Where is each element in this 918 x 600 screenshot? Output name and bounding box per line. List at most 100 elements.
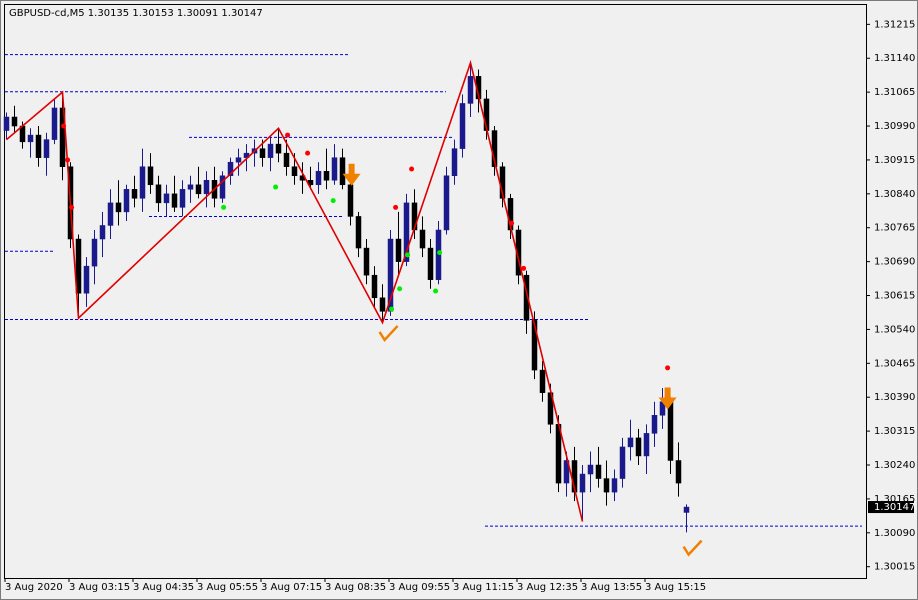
candle-body bbox=[635, 437, 642, 457]
candle-body bbox=[427, 247, 434, 280]
y-tick-label: 1.30015 bbox=[874, 562, 915, 573]
sell-dot bbox=[69, 204, 75, 210]
candle-body bbox=[523, 274, 530, 321]
y-tick-label: 1.30540 bbox=[874, 324, 915, 335]
candle-body bbox=[115, 202, 122, 213]
candle-body bbox=[339, 157, 346, 186]
y-tick-label: 1.30615 bbox=[874, 291, 915, 302]
candle-body bbox=[51, 107, 58, 140]
y-tick-label: 1.30090 bbox=[874, 528, 915, 539]
candle-body bbox=[451, 148, 458, 176]
buy-dot bbox=[221, 204, 227, 210]
down-arrow bbox=[342, 163, 361, 186]
candle-body bbox=[203, 180, 210, 195]
candle-body bbox=[363, 247, 370, 276]
candle-body bbox=[603, 478, 610, 493]
candle-body bbox=[539, 369, 546, 393]
sell-dot bbox=[509, 220, 515, 226]
candle-body bbox=[403, 202, 410, 262]
check-mark bbox=[682, 539, 703, 557]
candle-body bbox=[123, 189, 130, 213]
candle-body bbox=[443, 175, 450, 231]
buy-dot bbox=[389, 306, 395, 312]
chart-title: GBPUSD-cd,M5 1.30135 1.30153 1.30091 1.3… bbox=[9, 8, 263, 19]
buy-dot bbox=[273, 184, 279, 190]
sell-dot bbox=[665, 365, 671, 371]
candle-body bbox=[331, 157, 338, 181]
sell-dot bbox=[65, 157, 71, 163]
candle-body bbox=[323, 170, 330, 181]
down-arrow bbox=[658, 387, 677, 410]
candle-body bbox=[259, 148, 266, 158]
candle-body bbox=[667, 401, 674, 461]
candle-body bbox=[387, 238, 394, 312]
candle-body bbox=[579, 473, 586, 493]
x-tick-label: 3 Aug 05:55 bbox=[197, 582, 258, 593]
candle-body bbox=[355, 216, 362, 249]
y-tick-label: 1.31215 bbox=[874, 19, 915, 30]
sell-dot bbox=[305, 150, 311, 156]
candle-body bbox=[371, 274, 378, 299]
price-box bbox=[868, 501, 914, 514]
sell-dot bbox=[61, 123, 67, 129]
candle-body bbox=[467, 76, 474, 104]
y-tick-label: 1.30240 bbox=[874, 460, 915, 471]
x-tick-label: 3 Aug 07:15 bbox=[261, 582, 322, 593]
candle-body bbox=[171, 193, 178, 208]
x-tick-label: 3 Aug 15:15 bbox=[645, 582, 706, 593]
buy-dot bbox=[433, 288, 439, 294]
candle-body bbox=[395, 238, 402, 262]
candle-body bbox=[595, 464, 602, 479]
candle-body bbox=[683, 506, 690, 513]
x-tick-label: 3 Aug 12:35 bbox=[517, 582, 578, 593]
candle-body bbox=[195, 184, 202, 195]
candle-body bbox=[675, 460, 682, 484]
candle-body bbox=[267, 143, 274, 158]
sell-dot bbox=[285, 132, 291, 138]
y-tick-label: 1.30765 bbox=[874, 223, 915, 234]
candle-body bbox=[643, 433, 650, 457]
x-tick-label: 3 Aug 03:15 bbox=[69, 582, 130, 593]
candle-body bbox=[147, 166, 154, 186]
candle-body bbox=[315, 170, 322, 186]
candle-body bbox=[75, 238, 82, 294]
price-box-label: 1.30147 bbox=[874, 502, 915, 513]
y-tick-label: 1.31065 bbox=[874, 87, 915, 98]
sell-dot bbox=[393, 204, 399, 210]
candle-body bbox=[611, 478, 618, 493]
buy-dot bbox=[437, 250, 443, 256]
y-tick-label: 1.30315 bbox=[874, 426, 915, 437]
buy-dot bbox=[405, 252, 411, 258]
y-tick-label: 1.30465 bbox=[874, 358, 915, 369]
candle-body bbox=[163, 193, 170, 204]
candle-body bbox=[235, 157, 242, 163]
candle-body bbox=[515, 229, 522, 276]
candle-body bbox=[283, 152, 290, 167]
candle-body bbox=[91, 238, 98, 267]
sell-dot bbox=[409, 166, 415, 172]
candle-body bbox=[27, 134, 34, 143]
candle-body bbox=[531, 320, 538, 371]
candle-body bbox=[131, 189, 138, 199]
candle-body bbox=[107, 202, 114, 226]
candle-body bbox=[227, 161, 234, 176]
y-tick-label: 1.30915 bbox=[874, 155, 915, 166]
sell-dot bbox=[521, 265, 527, 271]
y-tick-label: 1.30390 bbox=[874, 392, 915, 403]
y-tick-label: 1.30690 bbox=[874, 257, 915, 268]
candle-body bbox=[291, 166, 298, 176]
candle-body bbox=[587, 464, 594, 475]
candle-body bbox=[619, 446, 626, 479]
candle-body bbox=[651, 415, 658, 434]
candle-body bbox=[435, 229, 442, 280]
check-mark bbox=[378, 325, 399, 342]
candle-body bbox=[275, 143, 282, 154]
y-tick-label: 1.30840 bbox=[874, 189, 915, 200]
candle-body bbox=[11, 116, 18, 127]
candle-body bbox=[419, 229, 426, 249]
x-tick-label: 3 Aug 2020 bbox=[5, 582, 63, 593]
buy-dot bbox=[397, 286, 403, 292]
candle-body bbox=[83, 265, 90, 294]
x-tick-label: 3 Aug 08:35 bbox=[325, 582, 386, 593]
